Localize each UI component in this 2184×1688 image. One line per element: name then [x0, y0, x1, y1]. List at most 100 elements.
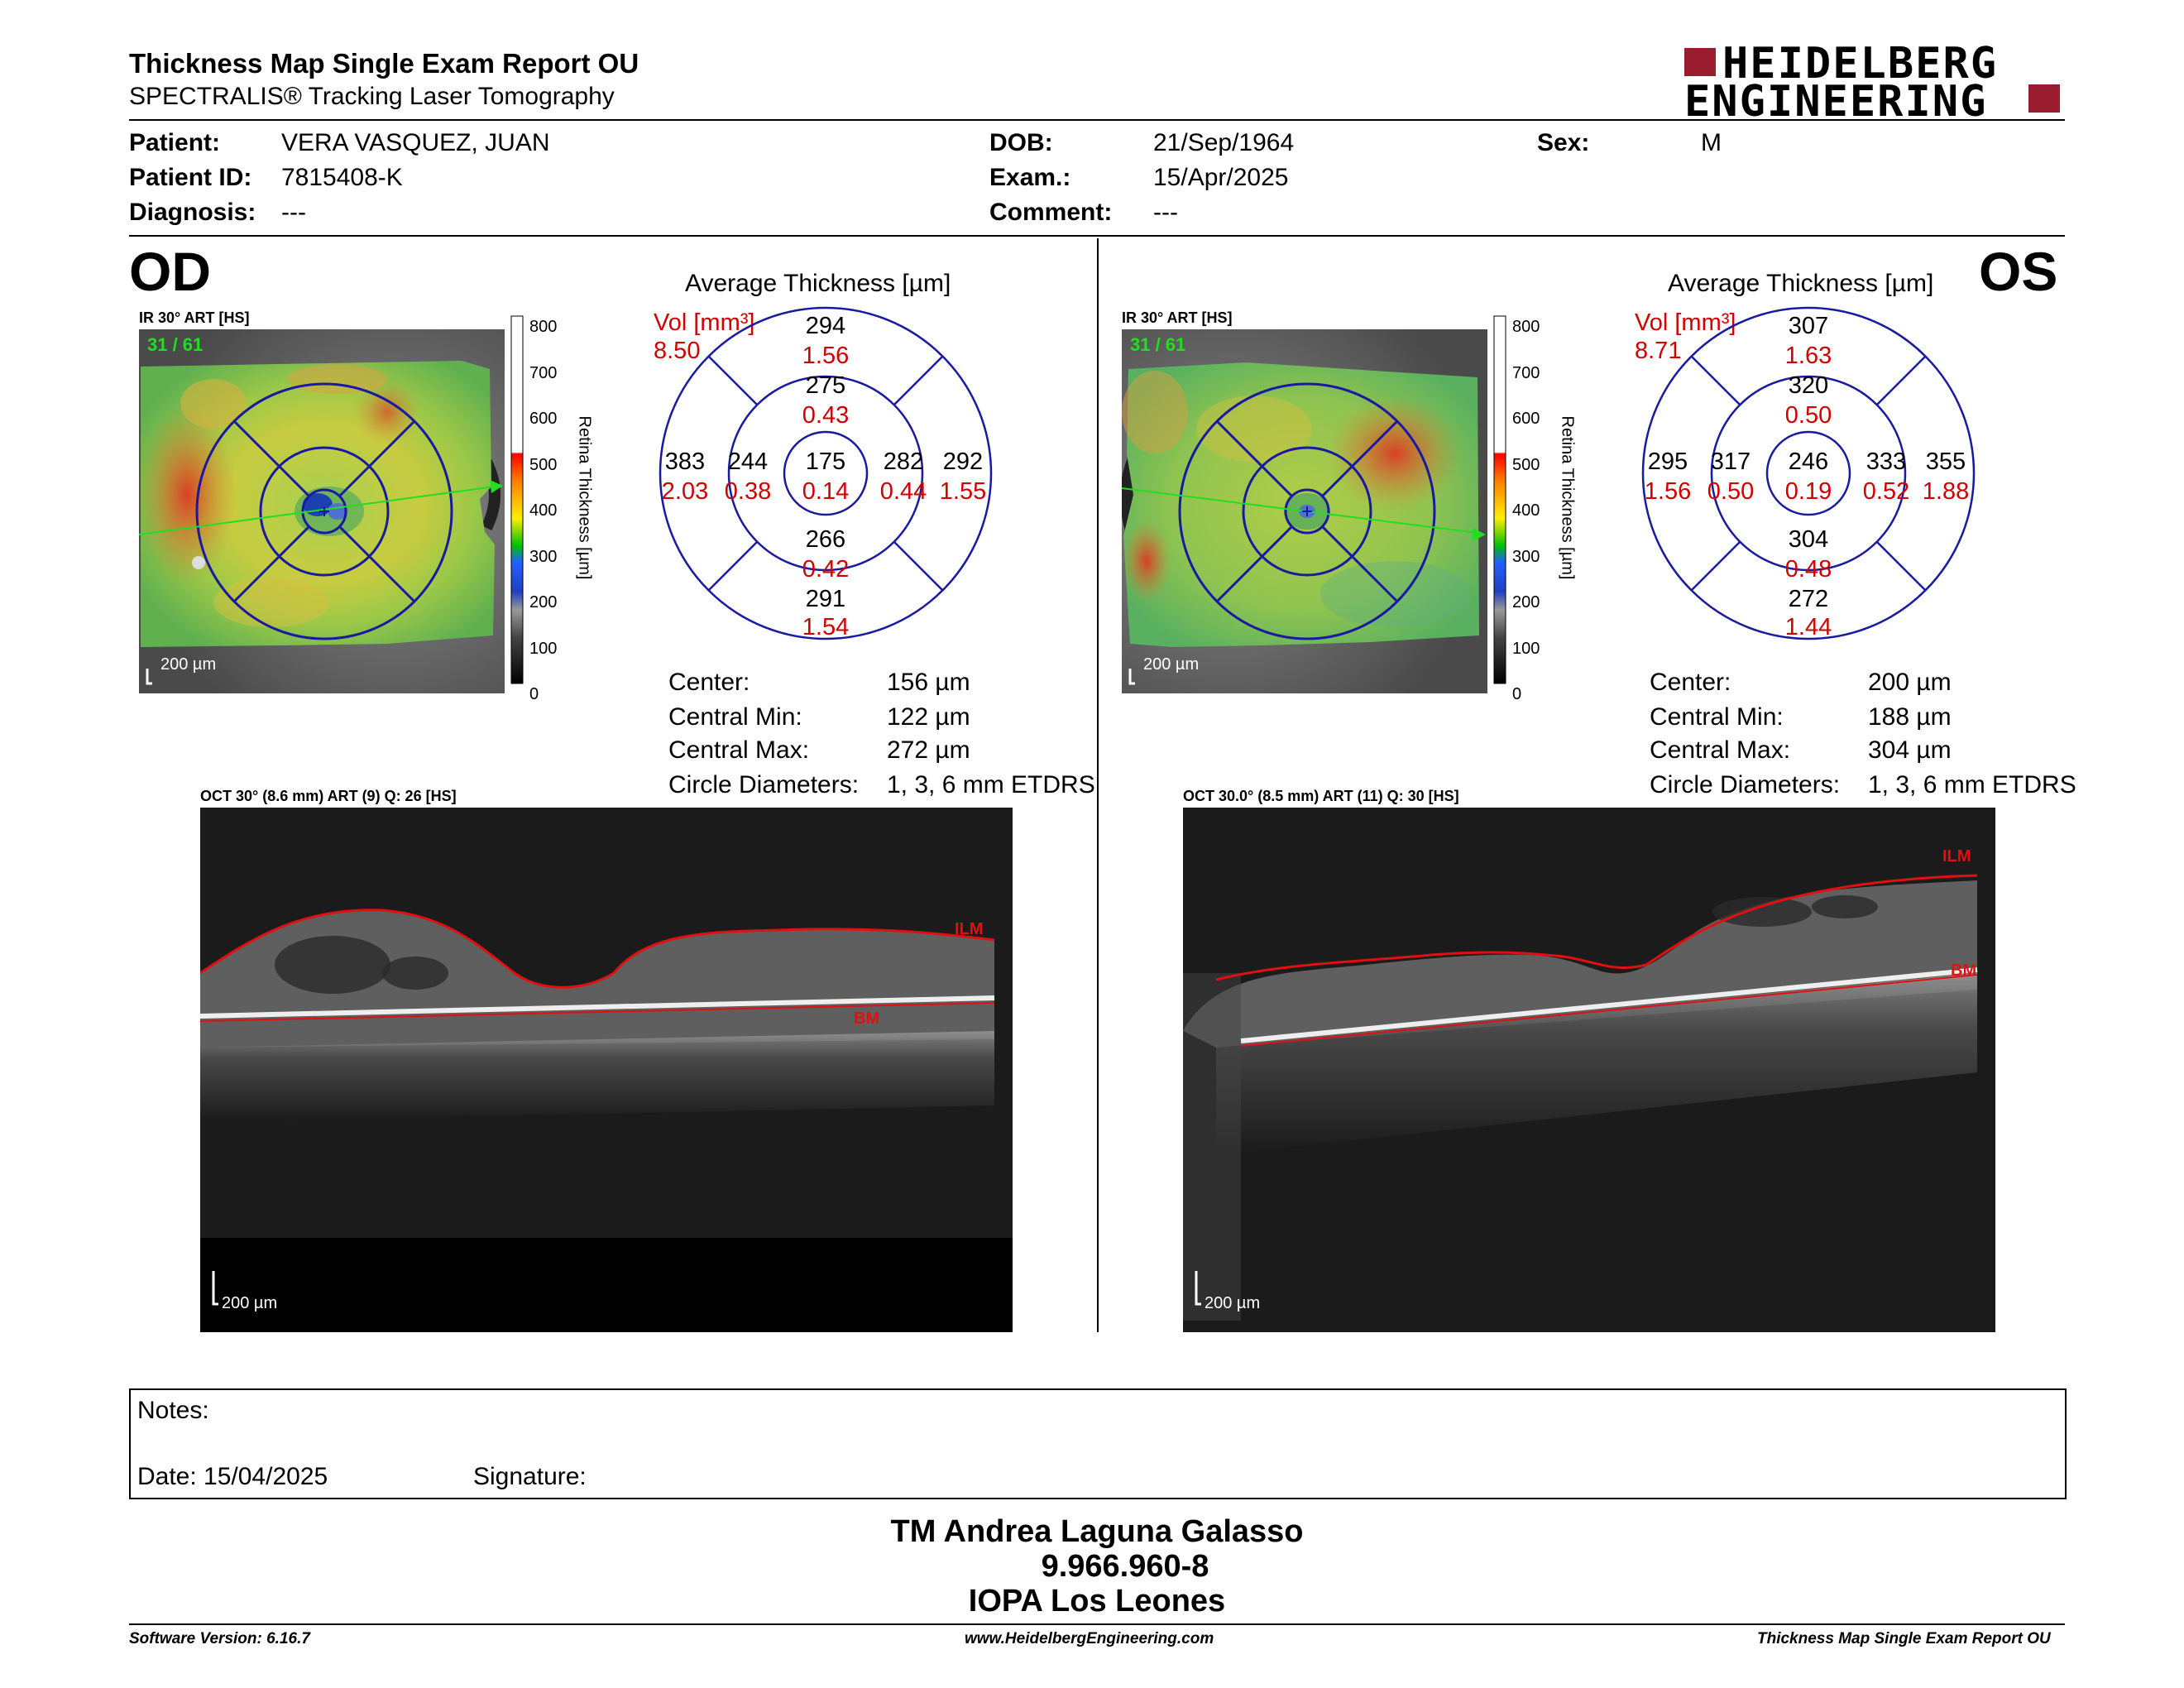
stat-value-diam-os: 1, 3, 6 mm ETDRS — [1868, 771, 2076, 798]
patient-label: Patient: — [129, 129, 221, 156]
etdrs-grid-od: 294 1.56 275 0.43 383 2.03 244 0.38 175 … — [659, 306, 993, 640]
colorbar-tick: 500 — [1512, 455, 1540, 474]
colorbar-tick: 400 — [1512, 501, 1540, 520]
scale-label-od: 200 µm — [160, 655, 217, 674]
thickness-inner-top: 320 — [1788, 372, 1829, 399]
thickness-inner-bottom: 304 — [1788, 526, 1829, 553]
volume-inner-right: 0.52 — [1862, 478, 1910, 505]
colorbar-os — [1491, 314, 1590, 695]
colorbar-ticks-od: 800 700 600 500 400 300 200 100 0 — [529, 305, 563, 718]
stat-value-min-od: 122 µm — [887, 703, 970, 731]
stat-label-center-od: Center: — [668, 669, 750, 696]
colorbar-tick: 600 — [529, 410, 558, 428]
stat-label-max-od: Central Max: — [668, 736, 810, 764]
volume-outer-left: 2.03 — [661, 478, 709, 505]
colorbar-tick: 200 — [529, 593, 558, 611]
vol-label-os: Vol [mm³] — [1635, 309, 1736, 336]
colorbar-tick: 800 — [1512, 318, 1540, 336]
vol-label-od: Vol [mm³] — [654, 309, 755, 336]
oct-scan-od: ILM BM 200 µm — [200, 808, 1013, 1332]
thickness-inner-left: 317 — [1710, 448, 1751, 475]
signer-name: TM Andrea Laguna Galasso — [890, 1514, 1304, 1549]
fundus-map-od: 31 / 61 200 µm — [139, 329, 505, 693]
volume-inner-left: 0.38 — [724, 478, 772, 505]
bm-label-od: BM — [854, 1009, 880, 1028]
sex-value: M — [1701, 129, 1722, 156]
colorbar-tick: 600 — [1512, 410, 1540, 428]
colorbar-tick: 300 — [1512, 547, 1540, 566]
stat-label-diam-od: Circle Diameters: — [668, 771, 860, 798]
thickness-center: 246 — [1788, 448, 1829, 475]
colorbar-tick: 200 — [1512, 593, 1540, 611]
colorbar-tick: 100 — [529, 639, 558, 658]
colorbar-tick: 300 — [529, 547, 558, 566]
volume-outer-top: 1.63 — [1784, 343, 1832, 369]
volume-inner-left: 0.50 — [1707, 478, 1755, 505]
thickness-inner-right: 333 — [1866, 448, 1907, 475]
volume-inner-bottom: 0.42 — [802, 556, 850, 583]
volume-inner-top: 0.50 — [1784, 402, 1832, 429]
ir-caption-od: IR 30° ART [HS] — [139, 309, 250, 326]
thickness-outer-left: 383 — [664, 448, 706, 475]
thickness-outer-bottom: 291 — [805, 586, 846, 612]
frame-counter-od: 31 / 61 — [147, 334, 204, 355]
scale-label-os: 200 µm — [1143, 655, 1200, 674]
vol-value-os: 8.71 — [1635, 338, 1682, 364]
colorbar-tick: 700 — [1512, 363, 1540, 382]
stat-value-max-os: 304 µm — [1868, 736, 1952, 764]
volume-inner-bottom: 0.48 — [1784, 556, 1832, 583]
colorbar-tick: 500 — [529, 455, 558, 474]
patient-name: VERA VASQUEZ, JUAN — [281, 129, 550, 156]
oct-scale-od: 200 µm — [222, 1294, 278, 1312]
oct-scale-os: 200 µm — [1205, 1294, 1261, 1312]
thickness-inner-left: 244 — [727, 448, 769, 475]
signer-institution: IOPA Los Leones — [968, 1584, 1226, 1618]
software-version: Software Version: 6.16.7 — [129, 1630, 310, 1647]
eye-label-od: OD — [129, 241, 211, 302]
notes-label: Notes: — [137, 1397, 209, 1424]
date-label: Date: 15/04/2025 — [137, 1463, 328, 1490]
thickness-outer-top: 307 — [1788, 313, 1829, 339]
colorbar-tick: 0 — [1512, 685, 1522, 703]
thickness-inner-bottom: 266 — [805, 526, 846, 553]
thickness-inner-right: 282 — [883, 448, 924, 475]
logo-line1: HEIDELBERG — [1722, 39, 1999, 89]
dob-value: 21/Sep/1964 — [1153, 129, 1295, 156]
volume-outer-right: 1.88 — [1922, 478, 1970, 505]
heidelberg-logo: HEIDELBERG ENGINEERING — [1684, 39, 2065, 123]
bm-label-os: BM — [1951, 961, 1977, 980]
oct-caption-od: OCT 30° (8.6 mm) ART (9) Q: 26 [HS] — [200, 788, 457, 804]
report-name-footer: Thickness Map Single Exam Report OU — [1757, 1630, 2051, 1647]
volume-center: 0.19 — [1784, 478, 1832, 505]
thickness-outer-left: 295 — [1647, 448, 1688, 475]
avg-title-od: Average Thickness [µm] — [685, 270, 951, 297]
volume-outer-right: 1.55 — [939, 478, 987, 505]
frame-counter-os: 31 / 61 — [1130, 334, 1186, 355]
volume-outer-top: 1.56 — [802, 343, 850, 369]
thickness-outer-top: 294 — [805, 313, 846, 339]
stat-label-diam-os: Circle Diameters: — [1650, 771, 1841, 798]
volume-outer-bottom: 1.44 — [1784, 614, 1832, 640]
volume-center: 0.14 — [802, 478, 850, 505]
fundus-map-os: 31 / 61 200 µm — [1122, 329, 1487, 693]
ilm-label-od: ILM — [955, 920, 984, 938]
report-subtitle: SPECTRALIS® Tracking Laser Tomography — [129, 83, 615, 110]
thickness-center: 175 — [805, 448, 846, 475]
diagnosis-label: Diagnosis: — [129, 199, 256, 226]
notes-box[interactable]: Notes: Date: 15/04/2025 Signature: — [129, 1388, 2067, 1499]
colorbar-title-od: Retina Thickness [µm] — [575, 415, 594, 580]
volume-outer-left: 1.56 — [1644, 478, 1692, 505]
colorbar-tick: 400 — [529, 501, 558, 520]
stat-value-diam-od: 1, 3, 6 mm ETDRS — [887, 771, 1095, 798]
website-link[interactable]: www.HeidelbergEngineering.com — [965, 1630, 1214, 1647]
colorbar-tick: 800 — [529, 318, 558, 336]
stat-label-min-od: Central Min: — [668, 703, 802, 731]
comment-label: Comment: — [989, 199, 1113, 226]
colorbar-title-os: Retina Thickness [µm] — [1558, 415, 1577, 580]
patient-id: 7815408-K — [281, 164, 403, 191]
thickness-inner-top: 275 — [805, 372, 846, 399]
ilm-label-os: ILM — [1942, 847, 1971, 866]
volume-inner-right: 0.44 — [879, 478, 927, 505]
colorbar-tick: 0 — [529, 685, 539, 703]
stat-label-center-os: Center: — [1650, 669, 1731, 696]
